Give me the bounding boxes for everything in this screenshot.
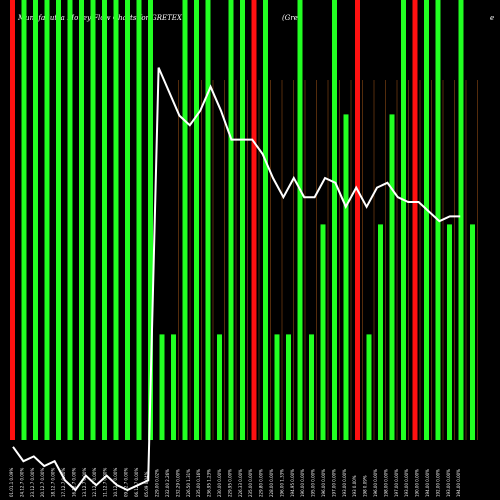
volume-bar xyxy=(412,0,418,440)
x-tick-label: 229.00 0.02% xyxy=(155,469,160,497)
x-tick-label: 196.00 1.33% xyxy=(279,469,284,497)
x-tick-label: 194.00 0.00% xyxy=(456,469,461,497)
x-tick-label: 06.12.7 0.00% xyxy=(134,468,139,497)
x-tick-label: 197.00 0.00% xyxy=(394,469,399,497)
x-tick-label: 236.95 1.23% xyxy=(207,469,212,497)
x-tick-label: 229.80 0.00% xyxy=(259,469,264,497)
x-tick-label: 226.33 0.00% xyxy=(238,469,243,497)
volume-bar xyxy=(113,0,119,440)
x-tick-label: 196.00 0.00% xyxy=(373,469,378,497)
volume-bar xyxy=(171,334,176,440)
x-tick-label: 01.01.1 0.09% xyxy=(9,468,14,497)
x-tick-label: 226.50 1.31% xyxy=(186,469,191,497)
volume-bar xyxy=(458,0,464,440)
volume-bar xyxy=(21,0,27,440)
volume-bar xyxy=(274,334,280,440)
volume-bar xyxy=(205,0,211,440)
chart-title: MunafaSutra Money Flow Charts for GRETEX xyxy=(18,14,182,22)
x-tick-label: 16.12.7 0.00% xyxy=(71,468,76,497)
volume-bar xyxy=(320,224,326,440)
x-tick-label: 232.00 2.26% xyxy=(165,469,170,497)
x-tick-label: 193.00 0.00% xyxy=(404,469,409,497)
x-tick-label: 194.00 0.00% xyxy=(425,469,430,497)
volume-bar xyxy=(136,0,142,440)
x-tick-labels: 01.01.1 0.09% 24.12.7 0.00% 23.12.7 0.00% 2… xyxy=(9,468,461,497)
volume-bar xyxy=(159,334,165,440)
volume-bar xyxy=(44,0,50,440)
x-tick-label: 09.12.7 0.00% xyxy=(123,468,128,497)
x-tick-label: 05.09 0.04% xyxy=(144,471,149,497)
x-tick-label: 198.00 0.00% xyxy=(383,469,388,497)
x-tick-label: 192.00 0.00% xyxy=(435,469,440,497)
volume-bar xyxy=(343,114,349,441)
x-tick-label: 228.00 0.00% xyxy=(269,469,274,497)
volume-bar xyxy=(424,0,429,440)
price-line xyxy=(12,67,461,492)
x-tick-label: 193.00 0.00% xyxy=(342,469,347,497)
x-tick-label: 232.29 0.00% xyxy=(175,469,180,497)
chart-title-tail: e xyxy=(490,14,495,22)
x-tick-label: 229.95 0.00% xyxy=(227,469,232,497)
x-tick-label: 230.00 0.00% xyxy=(217,469,222,497)
x-tick-label: 193 0.00% xyxy=(352,475,357,497)
thin-line-layer xyxy=(178,80,478,440)
volume-bar xyxy=(297,0,303,440)
chart-subtitle: (Gret xyxy=(282,14,301,22)
volume-bar xyxy=(10,0,15,440)
x-tick-label: 193.00 0.00% xyxy=(446,469,451,497)
x-tick-label: 190.00 0.00% xyxy=(300,469,305,497)
volume-bar xyxy=(182,0,188,440)
volume-bar xyxy=(366,334,372,440)
volume-bar xyxy=(240,0,245,440)
volume-bar xyxy=(401,0,406,440)
x-tick-label: 235.00 0.00% xyxy=(248,469,253,497)
volume-bar xyxy=(67,0,73,440)
x-tick-label: 11.12.7 0.00% xyxy=(103,468,108,497)
volume-bars xyxy=(10,0,475,441)
x-tick-label: 24.12.7 0.00% xyxy=(19,468,24,497)
x-tick-label: 195.00 0.00% xyxy=(311,469,316,497)
x-tick-label: 18.12.7 0.00% xyxy=(51,468,56,497)
volume-bar xyxy=(125,0,130,440)
volume-bar xyxy=(228,0,234,440)
price-line-layer xyxy=(12,67,461,492)
x-tick-label: 194.95 0.00% xyxy=(290,469,295,497)
x-tick-label: 197.00 0.00% xyxy=(331,469,336,497)
volume-bar xyxy=(217,334,222,440)
x-tick-label: 20.12.7 0.00% xyxy=(40,468,45,497)
volume-bar xyxy=(79,0,84,440)
volume-bar xyxy=(148,0,153,440)
x-tick-label: 190.00 0.00% xyxy=(415,469,420,497)
volume-bar xyxy=(56,0,61,440)
volume-bar xyxy=(378,224,383,440)
x-tick-label: 13.12.7 0.00% xyxy=(82,468,87,497)
volume-bar xyxy=(389,114,395,441)
volume-bar xyxy=(286,334,291,440)
volume-bar xyxy=(470,224,475,440)
volume-bar xyxy=(309,334,314,440)
volume-bar xyxy=(194,0,199,440)
x-tick-label: 23.12.7 0.00% xyxy=(30,468,35,497)
x-tick-label: 17.12.7 0.00% xyxy=(61,468,66,497)
volume-bar xyxy=(355,0,360,440)
x-tick-label: 235.00 0.16% xyxy=(196,469,201,497)
x-tick-label: 196.00 0.00% xyxy=(321,469,326,497)
volume-bar xyxy=(263,0,268,440)
volume-bar xyxy=(90,0,96,440)
x-tick-label: 12.12.7 0.00% xyxy=(92,468,97,497)
volume-bar xyxy=(447,224,452,440)
volume-bar xyxy=(33,0,38,440)
x-tick-label: 10.12.7 0.00% xyxy=(113,468,118,497)
volume-bar xyxy=(332,0,337,440)
x-tick-label: 198 0.09% xyxy=(363,475,368,497)
volume-bar xyxy=(102,0,107,440)
volume-bar xyxy=(251,0,257,440)
